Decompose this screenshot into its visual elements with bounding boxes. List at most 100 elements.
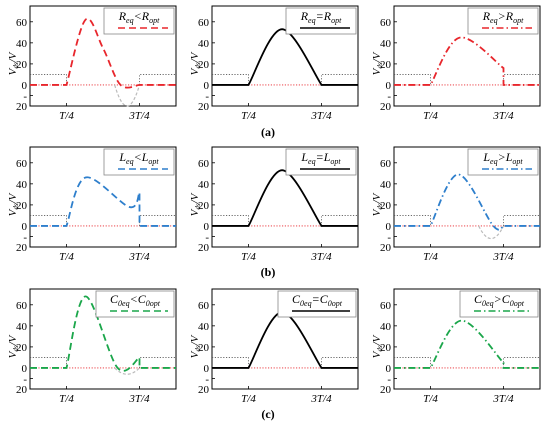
y-axis-label: Vds/V (189, 192, 202, 216)
waveform-series (30, 295, 176, 372)
y-axis-label: Vds/V (189, 51, 202, 75)
y-tick-label: 60 (380, 300, 392, 312)
y-tick-label: 60 (198, 158, 210, 170)
y-tick-label: 0 (22, 221, 28, 233)
y-tick-label: 0 (204, 221, 210, 233)
y-tick-label: 40 (16, 321, 28, 333)
y-axis-label: Vds/V (7, 334, 20, 358)
row-label-a: (a) (261, 125, 275, 139)
y-tick-label: - (23, 231, 27, 243)
x-tick-label: 3T/4 (310, 110, 332, 122)
legend-box (285, 7, 357, 35)
gate-reference-line (394, 74, 540, 85)
x-tick-label: 3T/4 (492, 251, 514, 263)
y-tick-label: 0 (204, 363, 210, 375)
y-tick-label: - (23, 90, 27, 102)
legend-label: Req=Ropt (300, 9, 342, 25)
y-tick-label: 20 (380, 59, 392, 71)
y-tick-label: - (205, 90, 209, 102)
y-tick-label: 60 (198, 300, 210, 312)
plot-frame (211, 288, 359, 390)
y-axis-label: Vds/V (371, 192, 384, 216)
x-tick-label: 3T/4 (310, 251, 332, 263)
legend-label: Req<Ropt (118, 9, 160, 25)
y-tick-label: 0 (22, 363, 28, 375)
x-tick-label: T/4 (59, 110, 74, 122)
y-tick-label: 20 (198, 242, 210, 254)
y-tick-label: 40 (16, 38, 28, 50)
plot-frame (393, 288, 541, 390)
legend-box (95, 290, 175, 318)
legend-box (459, 290, 539, 318)
y-tick-label: 20 (16, 242, 28, 254)
waveform-series (212, 311, 358, 369)
row-label-c: (c) (261, 407, 274, 421)
y-tick-label: 40 (198, 38, 210, 50)
plot-frame (29, 288, 177, 390)
y-tick-label: 60 (16, 17, 28, 29)
y-tick-label: 0 (386, 80, 392, 92)
row-label-b: (b) (261, 265, 276, 279)
waveform-series (212, 169, 358, 227)
y-tick-label: 60 (16, 300, 28, 312)
x-tick-label: 3T/4 (310, 393, 332, 405)
y-tick-label: 40 (16, 179, 28, 191)
y-tick-label: - (387, 373, 391, 385)
y-axis-label: Vds/V (7, 192, 20, 216)
legend-label: C0eq<C0opt (110, 292, 161, 308)
y-tick-label: 40 (380, 179, 392, 191)
y-tick-label: 60 (16, 158, 28, 170)
y-tick-label: 20 (380, 342, 392, 354)
y-tick-label: 0 (204, 80, 210, 92)
gate-reference-line (30, 357, 176, 368)
plot-frame (393, 146, 541, 248)
legend-label: Leq<Lopt (118, 150, 159, 166)
y-axis-label: Vds/V (371, 51, 384, 75)
y-tick-label: - (23, 373, 27, 385)
plot-frame (29, 5, 177, 107)
legend-label: Leq>Lopt (482, 150, 523, 166)
y-tick-label: 0 (22, 80, 28, 92)
y-tick-label: 60 (380, 158, 392, 170)
y-tick-label: 20 (198, 384, 210, 396)
x-tick-label: T/4 (59, 393, 74, 405)
waveform-series (212, 28, 358, 86)
x-tick-label: T/4 (423, 393, 438, 405)
y-tick-label: 20 (380, 384, 392, 396)
y-tick-label: 20 (16, 342, 28, 354)
gate-reference-line (394, 357, 540, 368)
gate-reference-line (212, 215, 358, 226)
x-tick-label: T/4 (59, 251, 74, 263)
y-tick-label: 0 (386, 363, 392, 375)
x-tick-label: T/4 (423, 110, 438, 122)
x-tick-label: 3T/4 (128, 393, 150, 405)
y-tick-label: 20 (380, 200, 392, 212)
plot-frame (393, 5, 541, 107)
waveform-series (30, 176, 176, 227)
x-tick-label: 3T/4 (128, 251, 150, 263)
y-axis-label: Vds/V (371, 334, 384, 358)
y-tick-label: 40 (380, 321, 392, 333)
gate-reference-line (394, 215, 540, 226)
ghost-curve (478, 225, 505, 240)
x-tick-label: 3T/4 (492, 110, 514, 122)
y-tick-label: - (387, 90, 391, 102)
x-tick-label: T/4 (241, 393, 256, 405)
plot-frame (29, 146, 177, 248)
waveform-series (30, 17, 176, 89)
legend-label: C0eq=C0opt (292, 292, 343, 308)
waveform-series (394, 36, 540, 86)
legend-box (285, 148, 357, 176)
y-tick-label: 20 (198, 342, 210, 354)
y-tick-label: - (205, 231, 209, 243)
